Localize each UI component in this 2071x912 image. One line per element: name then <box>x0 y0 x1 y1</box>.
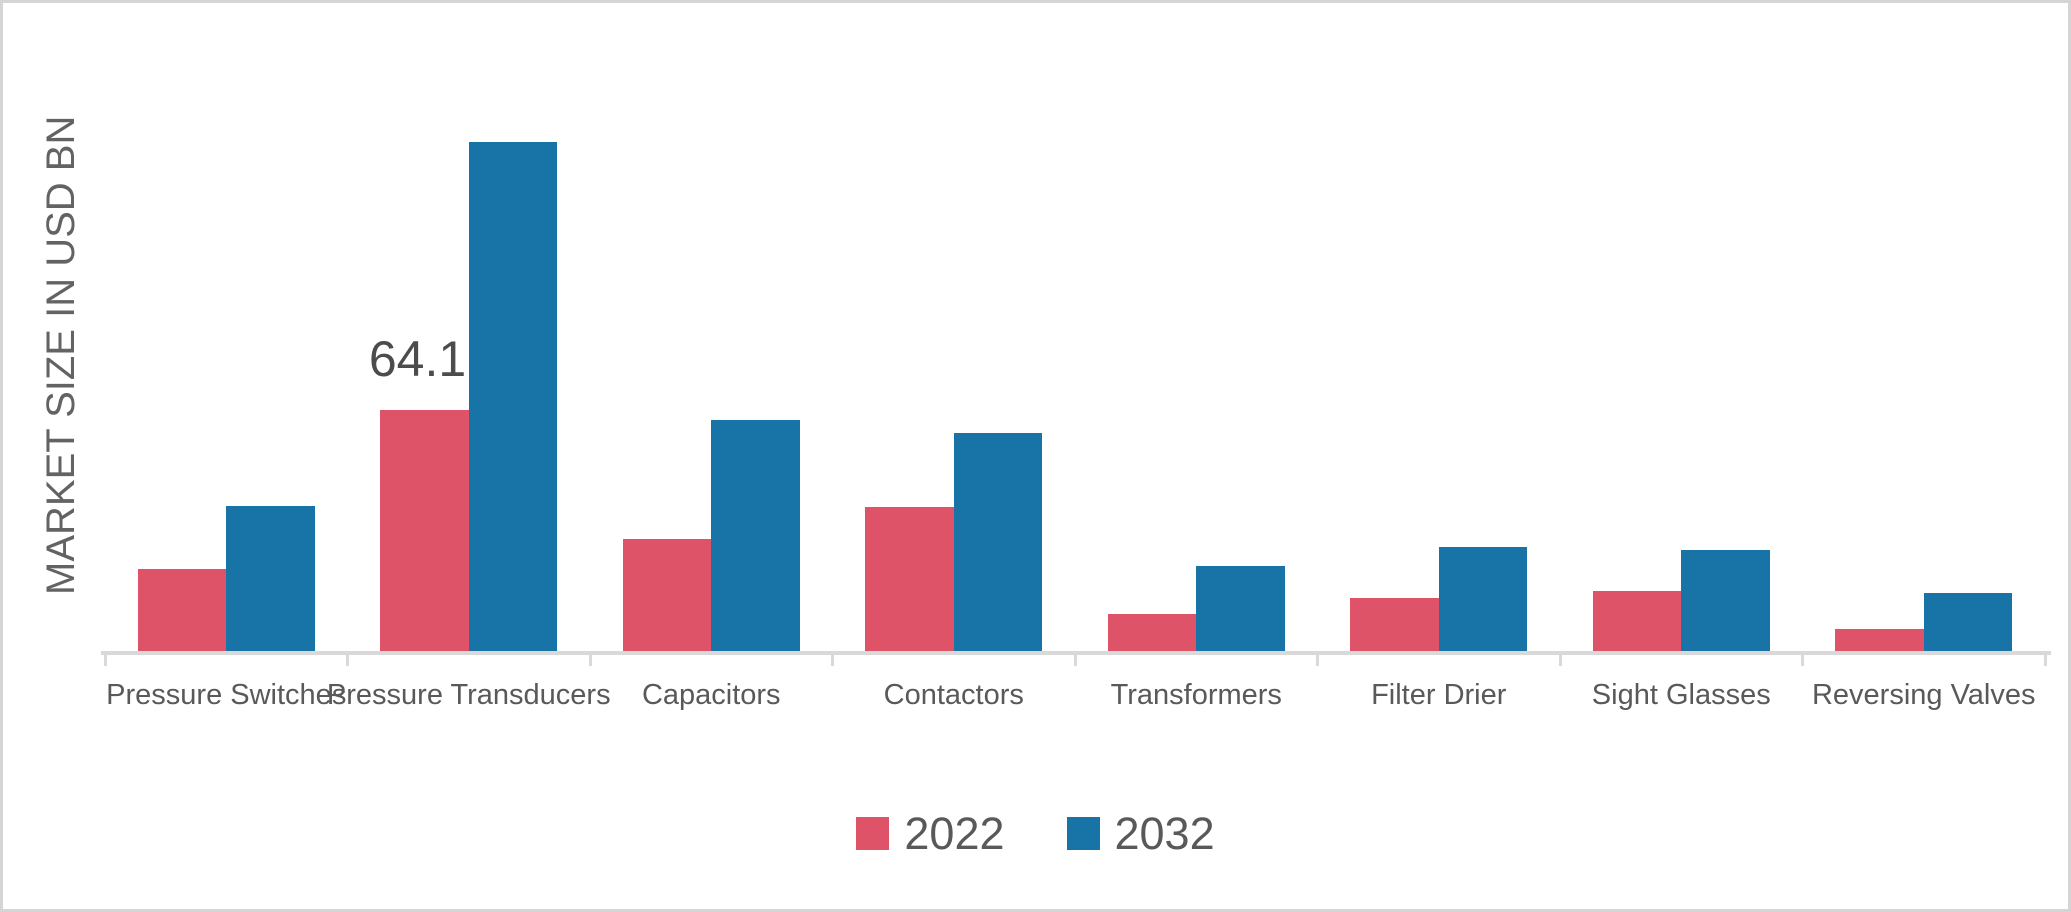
x-axis-tick <box>103 651 107 666</box>
bar-2022-pressure-transducers <box>380 410 469 651</box>
x-axis-tick <box>1316 651 1319 666</box>
bar-2032-sight-glasses <box>1681 550 1770 651</box>
bar-2022-sight-glasses <box>1592 591 1682 651</box>
legend-swatch-2032 <box>1066 817 1100 850</box>
legend: 2022 2032 <box>3 811 2068 856</box>
x-axis-tick <box>1073 651 1077 666</box>
x-tick-label-transformers: Transformers <box>1110 679 1282 711</box>
x-axis-tick <box>831 651 834 666</box>
bar-2032-pressure-switches <box>226 506 315 651</box>
legend-label-2032: 2032 <box>1114 808 1215 859</box>
bar-2022-filter-drier <box>1350 598 1439 651</box>
x-axis-tick <box>1558 651 1562 666</box>
x-axis-tick <box>2043 651 2047 666</box>
bar-2022-transformers <box>1107 614 1197 651</box>
x-tick-label-reversing-valves: Reversing Valves <box>1811 679 2036 711</box>
bar-2032-filter-drier <box>1438 547 1528 651</box>
x-axis-tick <box>1801 651 1804 666</box>
plot-area: 64.1 <box>101 3 2051 666</box>
x-tick-label-capacitors: Capacitors <box>641 679 781 711</box>
bar-2022-pressure-switches <box>137 569 227 651</box>
legend-item-2032: 2032 <box>1066 808 1215 859</box>
legend-swatch-2022 <box>856 817 890 850</box>
x-tick-label-contactors: Contactors <box>883 679 1024 711</box>
x-tick-label-pressure-transducers: Pressure Transducers <box>326 679 611 711</box>
bar-2032-contactors <box>953 433 1043 651</box>
bar-2032-reversing-valves <box>1923 593 2013 651</box>
bar-2032-pressure-transducers <box>468 142 558 651</box>
y-axis-title: MARKET SIZE IN USD BN <box>39 115 83 595</box>
x-axis-tick <box>588 651 592 666</box>
legend-item-2022: 2022 <box>856 808 1005 859</box>
bar-2032-capacitors <box>711 420 800 651</box>
legend-label-2022: 2022 <box>904 808 1005 859</box>
data-label-64.1: 64.1 <box>368 330 467 387</box>
x-tick-label-filter-drier: Filter Drier <box>1371 679 1507 711</box>
bar-2022-reversing-valves <box>1835 629 1924 651</box>
x-tick-label-pressure-switches: Pressure Switches <box>106 679 347 711</box>
x-axis-tick <box>346 651 349 666</box>
x-tick-label-sight-glasses: Sight Glasses <box>1591 679 1771 711</box>
bar-2032-transformers <box>1196 566 1285 651</box>
bar-2022-contactors <box>865 507 954 651</box>
bar-2022-capacitors <box>622 539 712 651</box>
